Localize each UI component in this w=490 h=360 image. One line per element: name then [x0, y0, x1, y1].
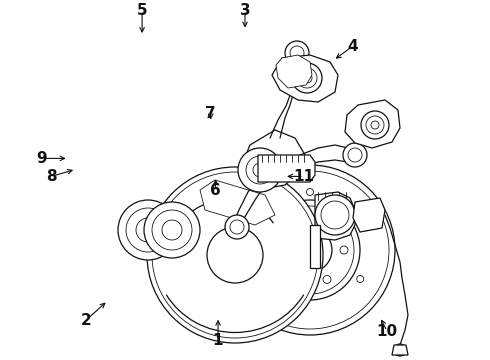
Text: 1: 1: [213, 333, 223, 348]
Circle shape: [307, 189, 314, 195]
Circle shape: [207, 227, 263, 283]
Circle shape: [394, 344, 406, 356]
Circle shape: [340, 246, 348, 254]
Circle shape: [225, 165, 395, 335]
Circle shape: [285, 41, 309, 65]
Circle shape: [272, 246, 280, 254]
Circle shape: [225, 215, 249, 239]
Text: 7: 7: [205, 106, 216, 121]
Polygon shape: [353, 198, 385, 232]
Text: 8: 8: [46, 169, 57, 184]
Circle shape: [256, 275, 263, 283]
Circle shape: [147, 167, 323, 343]
Polygon shape: [258, 155, 315, 182]
Circle shape: [323, 217, 331, 225]
Polygon shape: [392, 345, 408, 355]
Circle shape: [323, 275, 331, 283]
Polygon shape: [243, 130, 305, 188]
Polygon shape: [315, 192, 355, 240]
Text: 5: 5: [137, 3, 147, 18]
Circle shape: [289, 217, 297, 225]
Circle shape: [343, 143, 367, 167]
Text: 3: 3: [240, 3, 250, 18]
Circle shape: [361, 111, 389, 139]
Polygon shape: [276, 55, 312, 88]
Text: 4: 4: [347, 39, 358, 54]
Circle shape: [315, 195, 355, 235]
Circle shape: [357, 275, 364, 283]
Text: 6: 6: [210, 183, 221, 198]
Circle shape: [238, 148, 282, 192]
Text: 11: 11: [294, 169, 314, 184]
Polygon shape: [272, 55, 338, 102]
Circle shape: [288, 228, 332, 272]
Circle shape: [144, 202, 200, 258]
Circle shape: [118, 200, 178, 260]
Polygon shape: [200, 180, 275, 225]
Polygon shape: [310, 225, 320, 268]
Circle shape: [292, 63, 322, 93]
Text: 2: 2: [80, 313, 91, 328]
Text: 9: 9: [36, 151, 47, 166]
Circle shape: [260, 200, 360, 300]
Circle shape: [289, 275, 297, 283]
Polygon shape: [345, 100, 400, 148]
Text: 10: 10: [376, 324, 398, 339]
